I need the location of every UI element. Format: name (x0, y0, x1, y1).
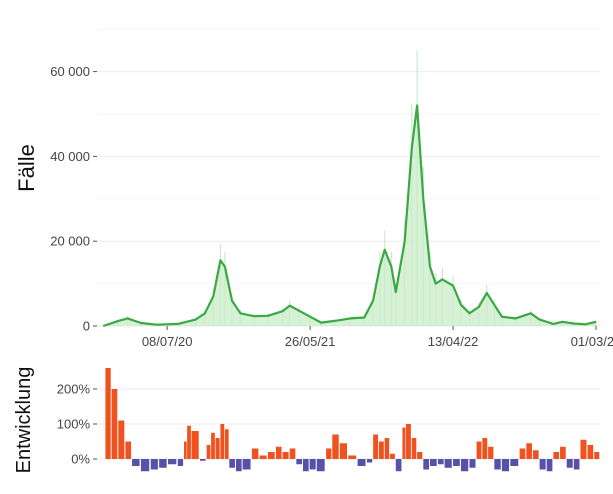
development-bar (411, 438, 417, 459)
development-bar (206, 445, 211, 459)
development-bar (510, 459, 519, 466)
development-bar (476, 441, 482, 459)
development-bar (259, 455, 267, 459)
development-bar (587, 445, 594, 459)
development-bar (482, 438, 488, 459)
development-bar (282, 452, 289, 459)
x-tick-label: 26/05/21 (285, 334, 336, 349)
development-bar (402, 427, 406, 459)
bottom-y-tick-label: 200% (57, 382, 91, 397)
development-bar (296, 459, 302, 465)
development-bar (235, 459, 242, 472)
development-bar (215, 438, 220, 459)
development-bar (177, 459, 184, 466)
development-bar (560, 446, 566, 459)
development-bar (378, 441, 384, 459)
development-bar (332, 434, 339, 459)
development-bar (199, 459, 206, 461)
development-bar (539, 459, 546, 470)
development-bar (140, 459, 150, 472)
development-bar (373, 434, 379, 459)
development-bar (573, 459, 580, 470)
development-bar (224, 429, 229, 459)
development-bar (302, 459, 309, 472)
development-bar (118, 420, 125, 459)
development-bar (494, 459, 501, 470)
development-bar (357, 459, 366, 466)
development-bar (594, 452, 600, 459)
cases-fill (103, 105, 596, 326)
development-bar (105, 368, 111, 459)
development-bar (309, 459, 316, 470)
development-bar (384, 438, 390, 459)
x-tick-label: 13/04/22 (428, 334, 479, 349)
development-bar (132, 459, 140, 466)
development-bar (187, 425, 191, 459)
development-bar (339, 443, 348, 459)
development-bar (326, 448, 332, 459)
development-bar (366, 459, 373, 463)
cases-series-line (102, 104, 597, 328)
development-bar (566, 459, 573, 468)
development-bar (348, 455, 357, 459)
development-bar (580, 439, 587, 459)
bottom-y-ticks: 0% 100% 200% (57, 382, 97, 467)
top-y-axis-title: Fälle (14, 144, 39, 192)
development-bar (423, 459, 429, 470)
top-y-tick-label: 40 000 (50, 149, 90, 164)
development-bar (417, 452, 423, 459)
bottom-y-axis-title: Entwicklung (13, 367, 35, 474)
development-bar (461, 459, 469, 472)
development-bar (316, 459, 325, 472)
cases-area (103, 50, 597, 326)
development-bar (501, 459, 510, 472)
top-y-ticks: 0 20 000 40 000 60 000 (50, 64, 97, 334)
cases-line (102, 104, 597, 328)
x-tick-label: 08/07/20 (142, 334, 193, 349)
bottom-y-tick-label: 0% (71, 452, 90, 467)
development-bars (105, 368, 600, 472)
development-bar (444, 459, 452, 468)
bottom-y-tick-label: 100% (57, 417, 91, 432)
development-bar (405, 424, 411, 459)
development-bar (488, 446, 494, 459)
development-bar (546, 459, 553, 472)
development-bar (275, 446, 282, 459)
development-bar (159, 459, 167, 468)
development-bar (125, 441, 132, 459)
development-bar (184, 441, 187, 459)
development-bar (526, 443, 532, 459)
development-bar (168, 459, 177, 465)
development-bar (111, 389, 118, 459)
top-y-tick-label: 20 000 (50, 234, 90, 249)
development-bar (453, 459, 460, 466)
development-bar (532, 450, 539, 459)
development-bar (437, 459, 444, 465)
development-bar (211, 432, 215, 459)
development-bar (469, 459, 476, 468)
development-bar (267, 452, 275, 459)
development-bar (553, 452, 560, 459)
development-bar (429, 459, 437, 466)
development-bar (242, 459, 251, 470)
development-bar (251, 448, 259, 459)
x-ticks: 08/07/20 26/05/21 13/04/22 01/03/23 (142, 326, 613, 349)
development-bar (220, 424, 225, 459)
development-bar (150, 459, 158, 470)
top-y-tick-label: 0 (83, 319, 90, 334)
top-gridlines (97, 28, 600, 327)
development-bar (395, 459, 402, 472)
development-bar (191, 431, 199, 459)
development-bar (289, 448, 296, 459)
top-y-tick-label: 60 000 (50, 64, 90, 79)
development-bar (519, 448, 526, 459)
development-bar (390, 453, 395, 459)
development-bar (229, 459, 235, 468)
x-tick-label: 01/03/23 (571, 334, 613, 349)
